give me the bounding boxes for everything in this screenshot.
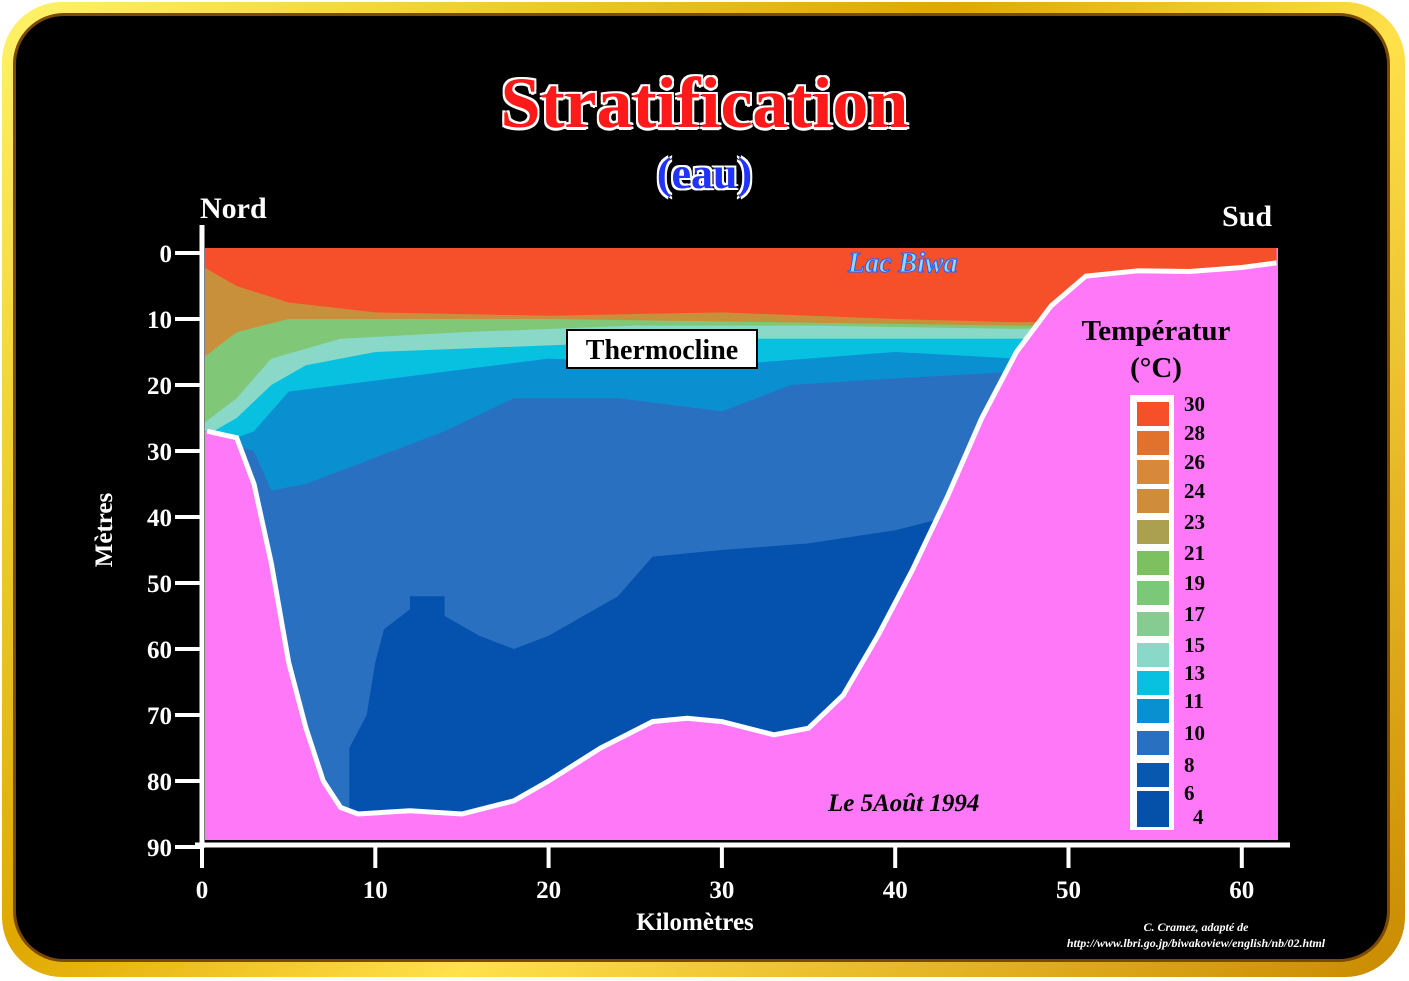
slide-title: Stratification xyxy=(500,63,909,143)
y-axis-label: Mètres xyxy=(91,492,118,567)
legend-label: 30 xyxy=(1184,392,1205,416)
y-tick-label: 30 xyxy=(147,439,172,466)
legend-title: Températur xyxy=(1082,315,1231,347)
y-tick-label: 50 xyxy=(147,571,172,598)
x-tick-label: 10 xyxy=(363,877,388,904)
label-thermocline: Thermocline xyxy=(586,335,738,366)
x-axis-label: Kilomètres xyxy=(636,909,754,936)
legend-swatch xyxy=(1137,763,1169,787)
x-tick-label: 0 xyxy=(196,877,209,904)
legend-swatch xyxy=(1137,643,1169,667)
axes: 0 10 20 30 40 50 60 0 10 20 30 40 50 60 70 80 90 xyxy=(147,225,1290,904)
y-tick-label: 80 xyxy=(147,769,172,796)
legend-label: 8 xyxy=(1184,753,1195,777)
legend-label: 13 xyxy=(1184,661,1205,685)
legend-swatch xyxy=(1137,551,1169,575)
thermocline-box xyxy=(566,329,758,369)
legend-label: 19 xyxy=(1184,571,1205,595)
legend-swatch xyxy=(1137,699,1169,723)
legend-swatch xyxy=(1137,460,1169,484)
legend-label: 21 xyxy=(1184,541,1205,565)
legend-unit: (°C) xyxy=(1130,352,1182,384)
legend-label: 6 xyxy=(1184,781,1195,805)
x-tick-label: 60 xyxy=(1229,877,1254,904)
y-tick-label: 70 xyxy=(147,703,172,730)
credit-line2: http://www.lbri.go.jp/biwakoview/english… xyxy=(1067,936,1326,950)
slide-subtitle: (eau) xyxy=(656,149,753,198)
x-tick-label: 20 xyxy=(536,877,561,904)
label-date: Le 5Août 1994 xyxy=(827,790,979,817)
x-tick-label: 40 xyxy=(883,877,908,904)
y-tick-label: 90 xyxy=(147,835,172,862)
y-tick-label: 60 xyxy=(147,637,172,664)
legend-label: 10 xyxy=(1184,721,1205,745)
legend-swatch xyxy=(1137,520,1169,544)
legend-label: 26 xyxy=(1184,450,1205,474)
legend-swatch xyxy=(1137,402,1169,426)
legend-label: 24 xyxy=(1184,479,1206,503)
label-south: Sud xyxy=(1222,200,1272,233)
y-tick-label: 20 xyxy=(147,373,172,400)
legend-label: 15 xyxy=(1184,633,1205,657)
legend-swatch xyxy=(1137,803,1169,827)
legend-label: 17 xyxy=(1184,602,1205,626)
legend-swatch xyxy=(1137,431,1169,455)
legend-swatch xyxy=(1137,671,1169,695)
x-tick-label: 30 xyxy=(709,877,734,904)
legend-swatch xyxy=(1137,489,1169,513)
legend-swatch xyxy=(1137,731,1169,755)
legend: 30 28 26 24 23 21 19 17 15 13 11 10 8 64 xyxy=(1137,392,1206,829)
credit-line1: C. Cramez, adapté de xyxy=(1144,920,1250,934)
temperature-layer xyxy=(205,248,1277,323)
lake-bottom-line xyxy=(206,260,1277,817)
x-tick-label: 50 xyxy=(1056,877,1081,904)
legend-label: 4 xyxy=(1193,805,1204,829)
legend-swatch xyxy=(1137,612,1169,636)
legend-label: 23 xyxy=(1184,510,1205,534)
legend-label: 28 xyxy=(1184,421,1205,445)
label-lake: Lac Biwa xyxy=(847,248,958,279)
y-tick-label: 10 xyxy=(147,307,172,334)
label-north: Nord xyxy=(200,192,267,225)
legend-label: 11 xyxy=(1184,689,1204,713)
legend-swatch xyxy=(1137,581,1169,605)
y-tick-label: 40 xyxy=(147,505,172,532)
y-tick-label: 0 xyxy=(160,241,173,268)
